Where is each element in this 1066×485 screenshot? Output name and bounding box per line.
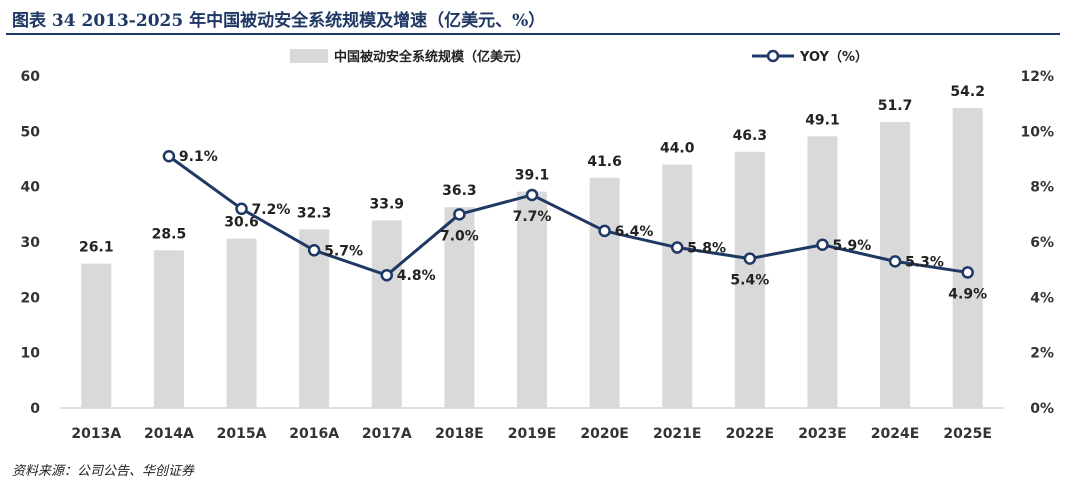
chart-axes: 0 10 20 30 40 50 60 0% 2% 4% 6% 8% 10% 12% 2013A 2014A 2… <box>21 69 1054 442</box>
legend-line-marker <box>766 49 780 63</box>
line-series: 9.1% 7.2% 5.7% 4.8% 7.0% 7.7% 6.4% 5.8%5.4% 5.9%… <box>162 149 987 302</box>
x-axis-tick: 2017A <box>362 426 412 442</box>
bar <box>807 136 838 408</box>
bar <box>371 220 402 408</box>
bar-data-label: 54.2 <box>950 84 985 100</box>
bar <box>153 250 184 408</box>
right-axis-tick: 12% <box>1020 69 1054 85</box>
yoy-data-label: 7.2% <box>252 202 291 218</box>
yoy-point <box>743 252 757 265</box>
yoy-data-label: 5.7% <box>324 243 363 259</box>
left-axis-tick: 10 <box>21 346 41 362</box>
bar-data-label: 32.3 <box>297 205 332 221</box>
x-axis-tick: 2015A <box>217 426 267 442</box>
left-axis-tick: 30 <box>21 235 41 251</box>
bar <box>589 177 620 408</box>
bar-data-label: 49.1 <box>805 112 840 128</box>
x-axis-tick: 2020E <box>580 426 629 442</box>
x-axis-tick: 2022E <box>726 426 775 442</box>
yoy-data-label: 5.9% <box>832 238 871 254</box>
bar <box>81 263 112 408</box>
x-axis-tick: 2024E <box>871 426 920 442</box>
bar-series <box>81 108 983 409</box>
yoy-data-label: 6.4% <box>615 224 654 240</box>
yoy-line <box>168 155 968 277</box>
chart-title: 图表 34 2013-2025 年中国被动安全系统规模及增速（亿美元、%） <box>12 11 546 31</box>
bar-data-label: 46.3 <box>733 128 768 144</box>
yoy-point <box>453 208 466 221</box>
left-axis-tick: 60 <box>21 69 41 85</box>
source-note: 资料来源：公司公告、华创证券 <box>12 464 195 479</box>
bar-data-label: 39.1 <box>515 168 550 184</box>
yoy-data-label: 5.3% <box>905 254 944 270</box>
yoy-data-label: 9.1% <box>179 149 218 165</box>
x-axis-tick: 2025E <box>943 426 992 442</box>
right-axis-tick: 0% <box>1030 401 1054 417</box>
right-axis-tick: 8% <box>1030 180 1054 196</box>
yoy-data-label: 5.4% <box>730 273 769 289</box>
bar <box>226 238 257 408</box>
right-axis-tick: 4% <box>1030 290 1054 306</box>
yoy-point <box>670 241 684 254</box>
bar-data-labels: 26.1 28.5 30.6 32.3 33.9 36.3 39.1 41.6 44.0 46.3… <box>79 84 985 255</box>
bar-data-label: 51.7 <box>878 98 913 114</box>
yoy-data-label: 4.9% <box>948 286 987 302</box>
x-axis-tick: 2019E <box>508 426 557 442</box>
bar-data-label: 30.6 <box>224 215 259 231</box>
yoy-point <box>598 224 611 238</box>
bar <box>662 164 693 408</box>
x-axis-tick: 2014A <box>144 426 194 442</box>
bar-data-label: 26.1 <box>79 240 114 256</box>
x-axis-tick: 2018E <box>435 426 484 442</box>
yoy-point <box>380 268 394 282</box>
x-axis-tick: 2021E <box>653 426 702 442</box>
yoy-point <box>162 149 176 163</box>
bar <box>444 207 475 408</box>
legend-bar-label: 中国被动安全系统规模（亿美元） <box>334 49 529 65</box>
bar-data-label: 33.9 <box>369 196 404 212</box>
yoy-point <box>525 188 539 202</box>
yoy-data-label: 5.8% <box>687 241 726 257</box>
bar-data-label: 44.0 <box>660 141 695 157</box>
bar <box>952 108 983 409</box>
yoy-point <box>307 244 321 257</box>
bar <box>517 191 547 408</box>
legend: 中国被动安全系统规模（亿美元） YOY（%） <box>290 49 868 65</box>
bar <box>734 151 765 408</box>
right-axis-tick: 6% <box>1030 235 1054 251</box>
left-axis-tick: 50 <box>21 124 41 140</box>
bar-data-label: 28.5 <box>152 226 187 242</box>
left-axis-tick: 0 <box>30 401 40 417</box>
x-axis-tick: 2016A <box>289 426 339 442</box>
legend-line-label: YOY（%） <box>799 49 868 65</box>
right-axis-tick: 2% <box>1030 346 1054 362</box>
title-rule <box>6 33 1060 35</box>
yoy-data-label: 4.8% <box>397 268 436 284</box>
yoy-point <box>961 266 974 279</box>
legend-bar-swatch <box>290 49 328 63</box>
x-axis-tick: 2013A <box>71 426 121 442</box>
left-axis-tick: 20 <box>21 290 41 306</box>
yoy-point <box>816 238 829 252</box>
yoy-point <box>235 202 248 216</box>
yoy-point <box>888 255 902 268</box>
yoy-data-label: 7.0% <box>440 228 479 244</box>
left-axis-tick: 40 <box>21 180 41 196</box>
bar-data-label: 36.3 <box>442 183 477 199</box>
bar-data-label: 41.6 <box>587 154 622 170</box>
yoy-data-label: 7.7% <box>513 209 552 225</box>
right-axis-tick: 10% <box>1020 124 1054 140</box>
bar <box>299 229 330 408</box>
x-axis-tick: 2023E <box>798 426 847 442</box>
